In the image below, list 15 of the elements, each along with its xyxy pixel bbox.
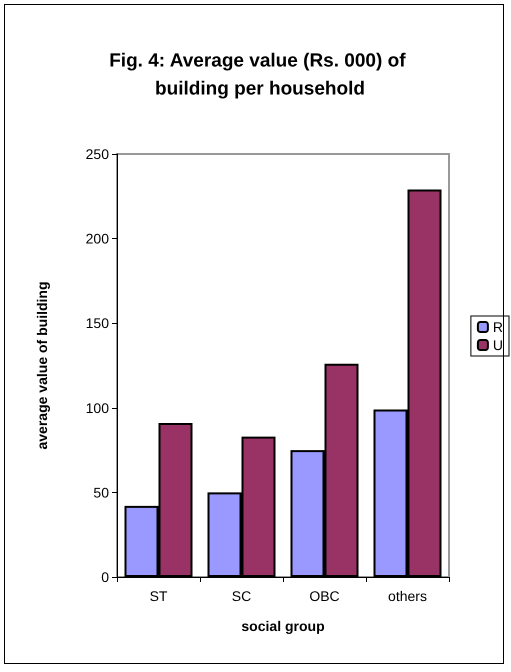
y-tick-label: 50: [93, 484, 110, 500]
x-tick-label: SC: [232, 588, 252, 604]
y-tick-label: 150: [86, 315, 110, 332]
y-tick-label: 0: [101, 569, 110, 585]
x-axis-title: social group: [241, 618, 325, 634]
legend-label: U: [492, 337, 504, 353]
x-tick-label: OBC: [309, 588, 340, 604]
y-tick-label: 200: [86, 230, 110, 247]
y-tick-label: 250: [86, 146, 110, 162]
y-tick-label: 100: [86, 400, 110, 416]
x-tick-label: others: [388, 588, 427, 604]
chart-title: Fig. 4: Average value (Rs. 000) of building per household: [109, 50, 411, 100]
x-tick-label: ST: [150, 588, 168, 604]
legend-label: R: [492, 319, 504, 335]
y-axis-title: average value of building: [34, 281, 50, 450]
